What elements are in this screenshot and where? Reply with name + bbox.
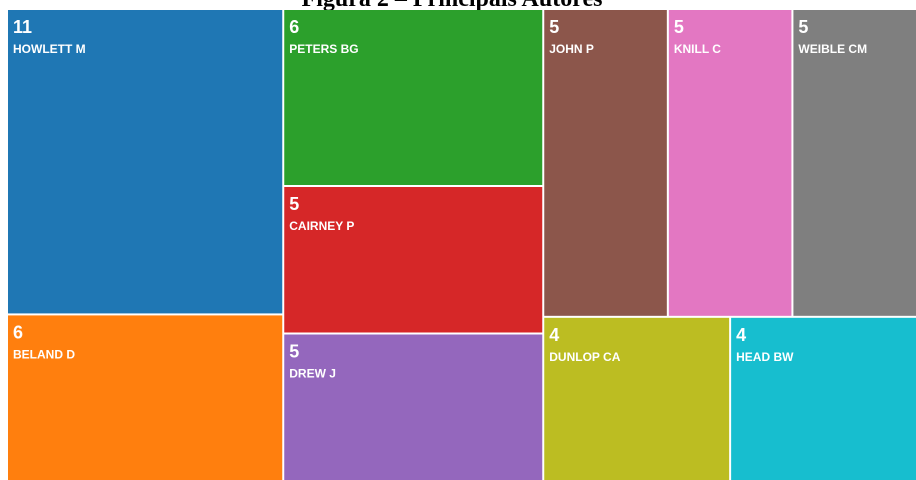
treemap-cell [668,10,792,316]
cell-value: 11 [13,17,32,37]
treemap-cell [544,317,730,480]
cell-label: DREW J [289,367,336,381]
cell-label: HEAD BW [736,350,794,364]
treemap-cell [8,315,283,480]
cell-value: 4 [549,325,559,345]
chart-title: Figura 2 – Principais Autores [302,0,603,12]
cell-label: HOWLETT M [13,42,86,56]
cell-label: BELAND D [13,347,75,361]
cell-value: 5 [549,17,559,37]
cell-value: 5 [798,17,808,37]
treemap-cell [284,334,543,480]
treemap-cell [284,10,543,185]
cell-label: WEIBLE CM [798,42,867,56]
treemap-cell [8,10,283,314]
cell-value: 6 [13,322,23,342]
cell-value: 4 [736,325,746,345]
cell-value: 5 [674,17,684,37]
cell-label: DUNLOP CA [549,350,620,364]
treemap-cell [793,10,916,316]
cell-label: PETERS BG [289,42,358,56]
cell-label: CAIRNEY P [289,219,354,233]
cell-value: 5 [289,342,299,362]
treemap-cell [284,187,543,333]
cell-label: JOHN P [549,42,594,56]
cell-value: 5 [289,194,299,214]
cell-value: 6 [289,17,299,37]
cell-label: KNILL C [674,42,721,56]
treemap-cell [544,10,667,316]
treemap-cell [731,317,916,480]
